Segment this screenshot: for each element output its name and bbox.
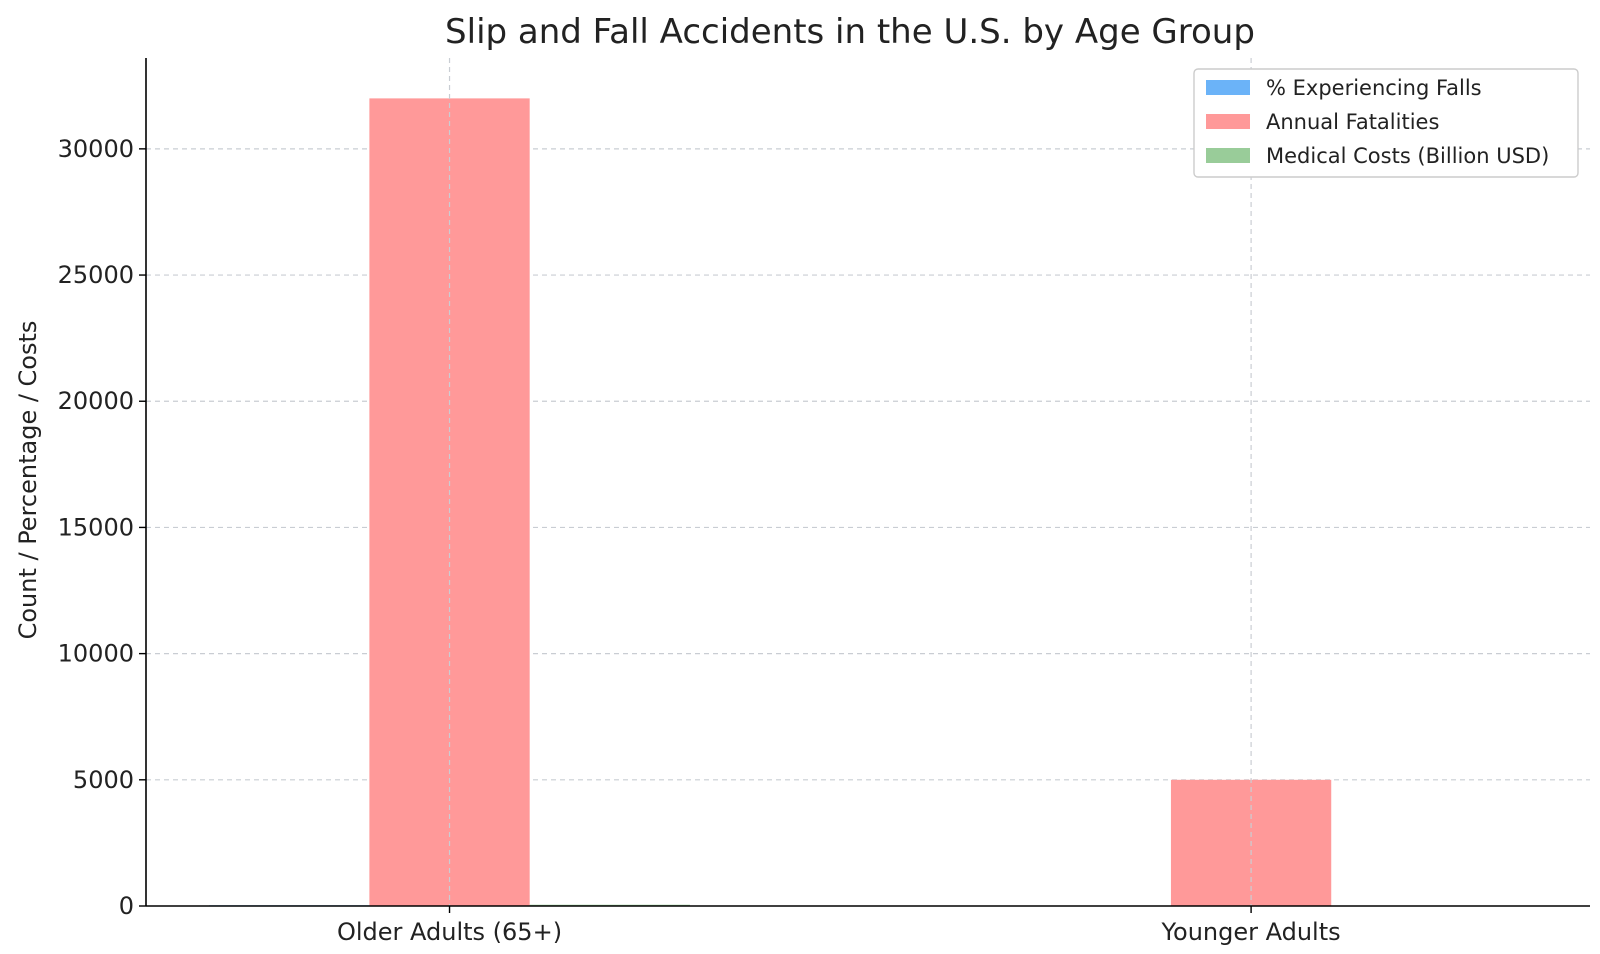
legend-label: Medical Costs (Billion USD) <box>1266 144 1549 168</box>
grid-layer <box>146 148 1590 781</box>
chart-title: Slip and Fall Accidents in the U.S. by A… <box>445 12 1255 52</box>
vertical-grid-layer <box>448 58 1252 906</box>
y-tick-label: 0 <box>119 892 134 920</box>
bars-layer <box>209 98 1492 906</box>
y-ticks: 0 5000 10000 15000 20000 25000 30000 <box>58 135 146 920</box>
legend-swatch <box>1206 114 1250 129</box>
y-tick-label: 15000 <box>58 513 134 541</box>
y-tick-label: 5000 <box>73 766 134 794</box>
legend-label: % Experiencing Falls <box>1266 76 1482 100</box>
legend-box <box>1193 68 1579 178</box>
legend-label: Annual Fatalities <box>1266 110 1439 134</box>
y-tick-label: 25000 <box>58 261 134 289</box>
x-tick-label: Older Adults (65+) <box>337 918 562 946</box>
x-tick-label: Younger Adults <box>1161 918 1341 946</box>
legend-swatch <box>1206 80 1250 95</box>
y-tick-label: 30000 <box>58 135 134 163</box>
legend-swatch <box>1206 148 1250 163</box>
x-ticks: Older Adults (65+) Younger Adults <box>337 906 1341 946</box>
legend: % Experiencing Falls Annual Fatalities Med… <box>1193 68 1579 178</box>
y-tick-label: 10000 <box>58 640 134 668</box>
y-tick-label: 20000 <box>58 387 134 415</box>
y-axis-label: Count / Percentage / Costs <box>14 321 42 640</box>
